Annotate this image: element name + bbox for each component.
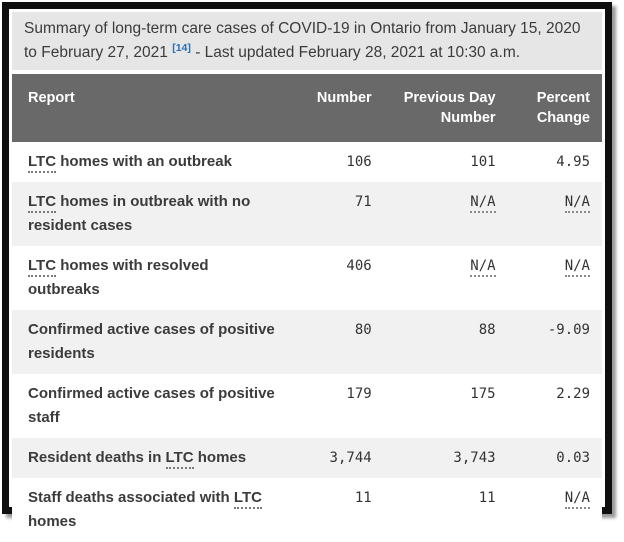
previous-day-cell: 101	[384, 142, 508, 182]
label-text: Staff deaths associated with	[28, 489, 234, 506]
table-row: Confirmed active cases of positive resid…	[12, 310, 602, 374]
table-row: LTC homes with resolved outbreaks 406 N/…	[12, 246, 602, 310]
column-header-report: Report	[12, 74, 296, 142]
number-value: 179	[346, 386, 372, 402]
previous-day-cell: 11	[384, 478, 508, 542]
table-row: LTC homes with an outbreak 106 101 4.95	[12, 142, 602, 182]
number-cell: 71	[295, 182, 384, 246]
ltc-abbreviation: LTC	[28, 153, 57, 173]
summary-title: Summary of long-term care cases of COVID…	[12, 12, 602, 70]
number-value: 80	[354, 322, 372, 338]
percent-change-value: N/A	[564, 258, 590, 277]
citation-link-14[interactable]: [14]	[172, 41, 191, 54]
label-text: homes with resolved outbreaks	[28, 257, 209, 298]
previous-day-value: 175	[470, 386, 496, 402]
number-cell: 11	[295, 478, 384, 542]
label-text: homes	[28, 513, 77, 530]
label-text: homes with an outbreak	[56, 153, 232, 170]
number-value: 71	[354, 194, 372, 210]
summary-card: Summary of long-term care cases of COVID…	[2, 2, 612, 542]
ltc-summary-table: Report Number Previous Day Number Percen…	[12, 74, 602, 542]
table-row: LTC homes in outbreak with no resident c…	[12, 182, 602, 246]
column-header-previous-day-number: Previous Day Number	[383, 74, 508, 142]
percent-change-cell: N/A	[508, 246, 602, 310]
report-cell: Staff deaths associated with LTC homes	[12, 478, 295, 542]
title-text-after: - Last updated February 28, 2021 at 10:3…	[195, 44, 521, 61]
number-value: 406	[346, 258, 372, 274]
previous-day-cell: 88	[384, 310, 508, 374]
label-text: homes in outbreak with no resident cases	[28, 193, 251, 234]
percent-change-cell: 0.03	[508, 438, 602, 478]
label-text: Confirmed active cases of positive resid…	[28, 321, 275, 362]
percent-change-cell: N/A	[508, 182, 602, 246]
column-header-percent-change: Percent Change	[507, 74, 602, 142]
previous-day-value: 3,743	[453, 450, 496, 466]
previous-day-cell: 175	[384, 374, 508, 438]
number-cell: 80	[295, 310, 384, 374]
percent-change-value: N/A	[564, 194, 590, 213]
number-cell: 406	[295, 246, 384, 310]
label-text: Confirmed active cases of positive staff	[28, 385, 275, 426]
number-cell: 179	[295, 374, 384, 438]
table-row: Confirmed active cases of positive staff…	[12, 374, 602, 438]
previous-day-value: 101	[470, 154, 496, 170]
previous-day-value: 88	[478, 322, 496, 338]
column-header-number: Number	[295, 74, 384, 142]
percent-change-cell: -9.09	[508, 310, 602, 374]
ltc-abbreviation: LTC	[28, 257, 57, 277]
report-cell: Confirmed active cases of positive resid…	[12, 310, 295, 374]
ltc-abbreviation: LTC	[165, 449, 194, 469]
percent-change-value: N/A	[564, 490, 590, 509]
percent-change-value: 2.29	[556, 386, 590, 402]
report-cell: Resident deaths in LTC homes	[12, 438, 295, 478]
percent-change-cell: 4.95	[508, 142, 602, 182]
report-cell: Confirmed active cases of positive staff	[12, 374, 295, 438]
previous-day-value: N/A	[470, 258, 496, 277]
report-cell: LTC homes in outbreak with no resident c…	[12, 182, 295, 246]
percent-change-cell: N/A	[508, 478, 602, 542]
title-text-before: Summary of long-term care cases of COVID…	[24, 20, 581, 61]
previous-day-value: N/A	[470, 194, 496, 213]
number-value: 11	[354, 490, 372, 506]
number-cell: 3,744	[295, 438, 384, 478]
percent-change-value: 0.03	[556, 450, 590, 466]
report-cell: LTC homes with resolved outbreaks	[12, 246, 295, 310]
number-value: 3,744	[329, 450, 372, 466]
header-row: Report Number Previous Day Number Percen…	[12, 74, 602, 142]
percent-change-value: 4.95	[556, 154, 590, 170]
label-text: Resident deaths in	[28, 449, 166, 466]
table-row: Resident deaths in LTC homes 3,744 3,743…	[12, 438, 602, 478]
number-cell: 106	[295, 142, 384, 182]
percent-change-value: -9.09	[547, 322, 590, 338]
previous-day-value: 11	[478, 490, 496, 506]
percent-change-cell: 2.29	[508, 374, 602, 438]
table-row: Staff deaths associated with LTC homes 1…	[12, 478, 602, 542]
previous-day-cell: N/A	[384, 182, 508, 246]
ltc-abbreviation: LTC	[233, 489, 262, 509]
previous-day-cell: 3,743	[384, 438, 508, 478]
report-cell: LTC homes with an outbreak	[12, 142, 295, 182]
label-text: homes	[193, 449, 247, 466]
previous-day-cell: N/A	[384, 246, 508, 310]
number-value: 106	[346, 154, 372, 170]
ltc-abbreviation: LTC	[28, 193, 57, 213]
